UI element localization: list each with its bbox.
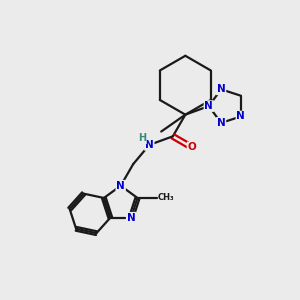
Text: CH₃: CH₃ xyxy=(158,194,175,202)
Text: N: N xyxy=(205,101,213,111)
Text: O: O xyxy=(188,142,196,152)
Text: N: N xyxy=(236,112,245,122)
Text: N: N xyxy=(145,140,154,150)
Text: H: H xyxy=(138,134,146,143)
Text: N: N xyxy=(217,118,225,128)
Text: N: N xyxy=(127,213,136,223)
Text: N: N xyxy=(116,181,125,191)
Text: N: N xyxy=(217,84,225,94)
